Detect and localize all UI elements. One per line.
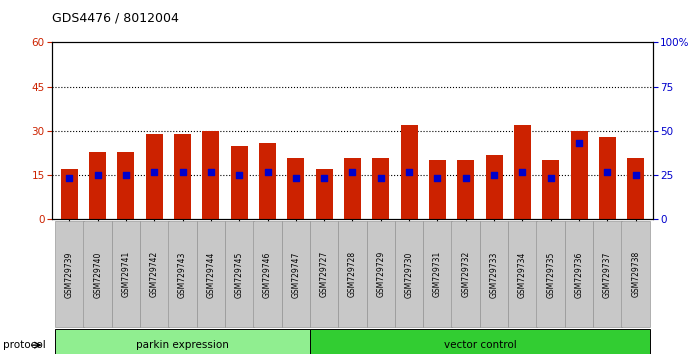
Text: GSM729740: GSM729740 [93,251,102,298]
Text: GSM729731: GSM729731 [433,251,442,297]
Point [460,175,471,181]
Text: GSM729736: GSM729736 [574,251,584,298]
Point [262,170,273,175]
Bar [231,146,248,219]
Text: GSM729744: GSM729744 [207,251,216,298]
Bar [457,160,474,219]
Text: GSM729727: GSM729727 [320,251,329,297]
Bar [344,158,361,219]
Point [403,170,415,175]
Text: GSM729743: GSM729743 [178,251,187,298]
Text: GSM729729: GSM729729 [376,251,385,297]
Bar [486,155,503,219]
Point [290,175,302,181]
Point [545,175,556,181]
Point [630,172,641,178]
Bar [514,125,531,219]
Point [347,170,358,175]
Bar [89,152,106,219]
Bar [202,131,219,219]
Text: GSM729747: GSM729747 [291,251,300,298]
Point [574,140,585,145]
Bar [599,137,616,219]
FancyBboxPatch shape [310,329,650,354]
Bar [259,143,276,219]
Text: GSM729730: GSM729730 [405,251,414,298]
Point [120,172,131,178]
Text: GSM729739: GSM729739 [65,251,74,298]
Point [376,175,387,181]
Bar [542,160,559,219]
Text: GSM729737: GSM729737 [603,251,612,298]
Text: GSM729746: GSM729746 [263,251,272,298]
Bar [117,152,135,219]
Bar [315,169,333,219]
Bar [401,125,417,219]
Bar [174,134,191,219]
Bar [570,131,588,219]
Point [149,170,160,175]
Point [318,175,329,181]
Text: GSM729738: GSM729738 [631,251,640,297]
Bar [429,160,446,219]
Text: GDS4476 / 8012004: GDS4476 / 8012004 [52,12,179,25]
Text: GSM729745: GSM729745 [235,251,244,298]
Point [234,172,245,178]
Text: vector control: vector control [443,340,517,350]
Text: GSM729741: GSM729741 [121,251,131,297]
Bar [627,158,644,219]
Text: GSM729728: GSM729728 [348,251,357,297]
Point [92,172,103,178]
Text: GSM729742: GSM729742 [150,251,158,297]
Point [64,175,75,181]
Point [517,170,528,175]
Point [602,170,613,175]
FancyBboxPatch shape [55,329,310,354]
Text: GSM729732: GSM729732 [461,251,470,297]
Point [489,172,500,178]
Bar [146,134,163,219]
Text: protocol: protocol [3,340,46,350]
Text: GSM729735: GSM729735 [547,251,555,298]
Text: GSM729733: GSM729733 [489,251,498,298]
Bar [61,169,78,219]
Bar [372,158,389,219]
Point [432,175,443,181]
Point [177,170,188,175]
Bar [288,158,304,219]
Text: GSM729734: GSM729734 [518,251,527,298]
Point [205,170,216,175]
Text: parkin expression: parkin expression [136,340,229,350]
